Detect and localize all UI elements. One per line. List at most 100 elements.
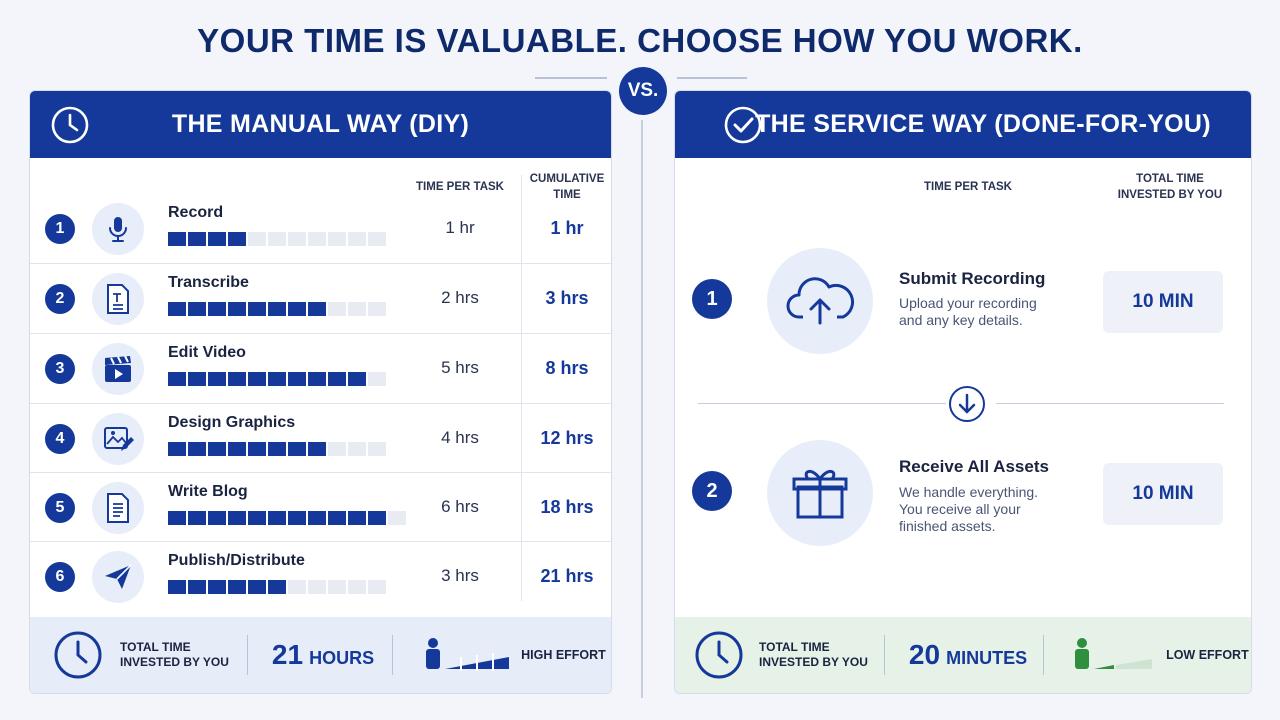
task-number: 4 <box>45 424 75 454</box>
step-desc-line: We handle everything. <box>899 484 1039 500</box>
time-per-task: 3 hrs <box>441 566 479 585</box>
task-icon-circle <box>92 551 144 603</box>
clock-icon <box>51 106 89 144</box>
step-title: Submit Recording <box>899 269 1046 288</box>
footer-separator <box>392 635 394 675</box>
step-desc-line: You receive all your <box>899 501 1021 517</box>
cloud-upload-icon <box>786 277 855 325</box>
check-circle-icon <box>724 106 762 144</box>
footer-separator <box>1043 635 1045 675</box>
step-time-box: 10 MIN <box>1103 463 1223 525</box>
col-total-line2: INVESTED BY YOU <box>1117 189 1223 201</box>
cumulative-time: 18 hrs <box>540 497 594 517</box>
step-title: Receive All Assets <box>899 457 1049 476</box>
service-effort-label: LOW EFFORT <box>1166 648 1249 662</box>
time-bar-segment-empty <box>348 232 366 246</box>
step-icon-circle <box>767 440 873 546</box>
step-desc-line: and any key details. <box>899 312 1023 328</box>
time-per-task: 6 hrs <box>441 497 479 516</box>
page-headline: YOUR TIME IS VALUABLE. CHOOSE HOW YOU WO… <box>197 22 1083 59</box>
time-bar-segment-filled <box>228 372 246 386</box>
time-bar-segment-filled <box>208 372 226 386</box>
time-bar-segment-filled <box>228 442 246 456</box>
task-name: Publish/Distribute <box>168 552 305 569</box>
time-bar-segment-filled <box>188 232 206 246</box>
time-bar-segment-empty <box>368 372 386 386</box>
time-bar-segment-filled <box>168 372 186 386</box>
manual-total-unit: HOURS <box>309 648 375 668</box>
time-bar-segment-empty <box>368 580 386 594</box>
low-effort-icon <box>1075 638 1153 669</box>
vs-divider-right <box>677 77 747 79</box>
time-per-task: 1 hr <box>445 218 475 237</box>
col-cumulative-line2: TIME <box>553 189 581 201</box>
time-bar-segment-empty <box>328 302 346 316</box>
time-bar-segment-filled <box>288 302 306 316</box>
manual-total-number: 21 <box>271 639 304 670</box>
col-total-line1: TOTAL TIME <box>1136 173 1204 185</box>
time-bar-segment-empty <box>348 580 366 594</box>
task-number: 6 <box>45 562 75 592</box>
time-bar-segment-filled <box>228 302 246 316</box>
time-bar-segment-filled <box>188 442 206 456</box>
time-bar-segment-filled <box>248 372 266 386</box>
time-bar-segment-filled <box>188 511 206 525</box>
footer-label-line2: INVESTED BY YOU <box>120 655 229 669</box>
time-bar-segment-filled <box>348 511 366 525</box>
gift-icon <box>792 470 848 519</box>
time-bar-segment-filled <box>268 511 286 525</box>
time-bar-segment-empty <box>248 232 266 246</box>
time-bar-segment-empty <box>268 232 286 246</box>
time-bar-segment-filled <box>248 302 266 316</box>
arrow-down-icon <box>949 386 985 422</box>
task-icon-circle <box>92 343 144 395</box>
task-name: Record <box>168 204 224 221</box>
cumulative-time: 3 hrs <box>545 288 589 308</box>
time-bar-segment-filled <box>208 580 226 594</box>
service-total-unit: MINUTES <box>946 648 1028 668</box>
clock-icon <box>54 631 102 679</box>
time-bar-segment-filled <box>188 302 206 316</box>
time-bar-segment-filled <box>248 511 266 525</box>
time-bar-segment-empty <box>388 511 406 525</box>
manual-footer-label: TOTAL TIME INVESTED BY YOU <box>120 640 229 670</box>
task-name: Transcribe <box>168 274 249 291</box>
paper-plane-icon <box>102 562 134 592</box>
task-row: 6 Publish/Distribute 3 hrs 21 hrs <box>30 541 611 611</box>
column-separator <box>521 175 522 601</box>
service-way-panel: THE SERVICE WAY (DONE-FOR-YOU) TIME PER … <box>674 90 1252 694</box>
time-bar-segment-filled <box>188 372 206 386</box>
manual-panel-header: THE MANUAL WAY (DIY) <box>30 91 611 158</box>
cumulative-time: 1 hr <box>550 218 584 238</box>
time-bar-segment-empty <box>368 232 386 246</box>
microphone-icon <box>103 214 133 244</box>
step-icon-circle <box>767 248 873 354</box>
col-cumulative-line1: CUMULATIVE <box>529 173 605 185</box>
time-bar <box>168 372 386 386</box>
task-row: 1 Record 1 hr 1 hr <box>30 194 611 264</box>
time-bar-segment-empty <box>368 442 386 456</box>
step-desc-line: Upload your recording <box>899 295 1037 311</box>
time-bar-segment-filled <box>228 580 246 594</box>
col-time-per-task: TIME PER TASK <box>416 181 504 193</box>
time-bar-segment-filled <box>208 302 226 316</box>
time-bar-segment-filled <box>208 442 226 456</box>
task-number: 2 <box>45 284 75 314</box>
task-name: Edit Video <box>168 344 246 361</box>
time-bar-segment-filled <box>268 372 286 386</box>
clock-icon <box>695 631 743 679</box>
time-bar-segment-empty <box>308 580 326 594</box>
document-text-icon <box>103 283 133 315</box>
vs-badge: VS. <box>619 67 667 115</box>
time-bar <box>168 511 406 525</box>
time-bar-segment-filled <box>248 580 266 594</box>
time-bar-segment-filled <box>348 372 366 386</box>
task-icon-circle <box>92 482 144 534</box>
step-time-box: 10 MIN <box>1103 271 1223 333</box>
time-bar-segment-empty <box>368 302 386 316</box>
time-bar-segment-empty <box>328 580 346 594</box>
time-bar-segment-filled <box>288 372 306 386</box>
task-number: 3 <box>45 354 75 384</box>
time-bar <box>168 302 386 316</box>
footer-label-line1: TOTAL TIME <box>759 640 830 654</box>
